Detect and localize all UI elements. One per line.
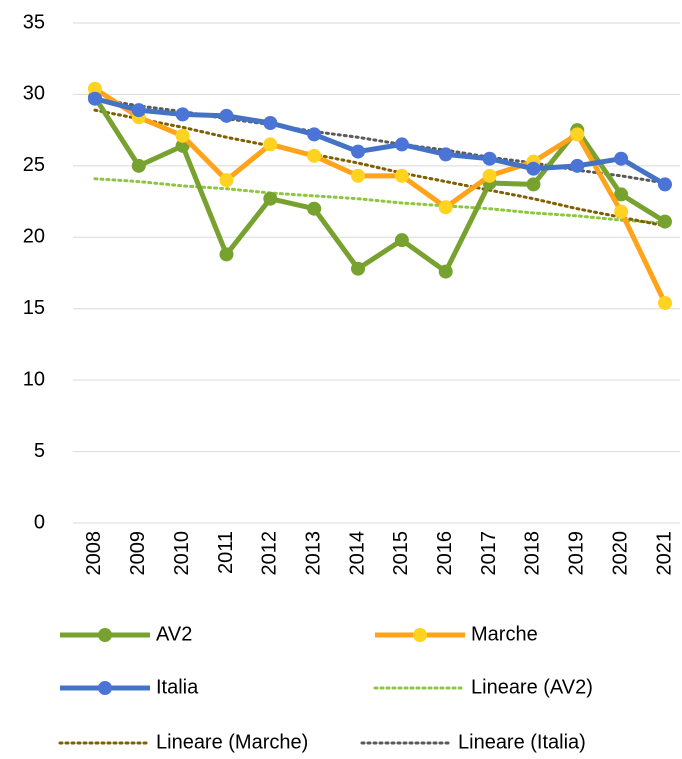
legend-marker [413, 628, 427, 642]
data-point [657, 296, 672, 310]
data-point [570, 158, 585, 173]
x-tick-label: 2021 [653, 531, 675, 576]
data-point [526, 161, 541, 176]
data-point [307, 127, 322, 142]
data-point [307, 201, 322, 216]
x-tick-label: 2010 [171, 531, 193, 576]
data-point [482, 151, 497, 166]
y-tick-label: 15 [23, 297, 45, 319]
data-point [526, 177, 541, 192]
data-point [482, 168, 497, 183]
data-point [263, 116, 278, 130]
x-tick-label: 2014 [346, 531, 368, 576]
x-tick-label: 2015 [390, 531, 412, 576]
series-line [94, 96, 667, 187]
data-point [131, 103, 146, 118]
data-point [394, 168, 409, 183]
data-point [219, 247, 234, 262]
y-tick-label: 10 [23, 368, 45, 390]
x-tick-label: 2018 [522, 531, 544, 576]
data-point [131, 158, 146, 173]
data-point [438, 264, 453, 279]
x-tick-label: 2009 [127, 531, 149, 576]
x-tick-label: 2013 [302, 531, 324, 576]
x-tick-label: 2011 [215, 531, 237, 574]
data-point [438, 147, 453, 162]
x-tick-label: 2016 [434, 531, 456, 576]
y-tick-label: 20 [23, 226, 45, 248]
legend-label: Lineare (AV2) [471, 676, 593, 698]
legend-marker [98, 628, 112, 642]
data-point [657, 177, 672, 192]
legend-label: Lineare (Marche) [156, 731, 308, 753]
data-point [263, 137, 278, 152]
data-point [614, 204, 629, 219]
series-line [93, 86, 668, 305]
legend-label: Marche [471, 623, 538, 645]
data-point [657, 214, 672, 229]
data-point [438, 200, 453, 215]
data-point [175, 128, 190, 143]
data-point [351, 144, 366, 159]
y-tick-label: 30 [23, 83, 45, 105]
y-tick-label: 0 [34, 511, 45, 533]
x-tick-label: 2012 [259, 531, 281, 576]
data-point [351, 261, 366, 276]
y-tick-label: 35 [23, 11, 45, 33]
data-point [351, 168, 366, 183]
data-point [307, 148, 322, 163]
x-tick-label: 2020 [609, 531, 631, 576]
data-point [614, 187, 629, 202]
y-tick-label: 25 [23, 154, 45, 176]
data-point [614, 151, 629, 166]
data-point [87, 91, 102, 106]
data-point [219, 108, 234, 123]
data-point [570, 127, 585, 142]
data-point [263, 191, 278, 206]
legend-label: Italia [156, 676, 199, 698]
legend-label: Lineare (Italia) [458, 731, 586, 753]
legend-marker [98, 681, 112, 695]
series-line [93, 108, 667, 228]
data-point [87, 81, 102, 96]
legend-label: AV2 [156, 623, 192, 645]
data-point [394, 137, 409, 152]
data-point [175, 107, 190, 122]
x-tick-label: 2008 [83, 531, 105, 576]
x-tick-label: 2017 [478, 531, 500, 576]
data-point [394, 233, 409, 248]
data-point [219, 173, 234, 188]
series-line [93, 177, 667, 225]
x-tick-label: 2019 [566, 531, 588, 576]
y-tick-label: 5 [34, 440, 45, 462]
